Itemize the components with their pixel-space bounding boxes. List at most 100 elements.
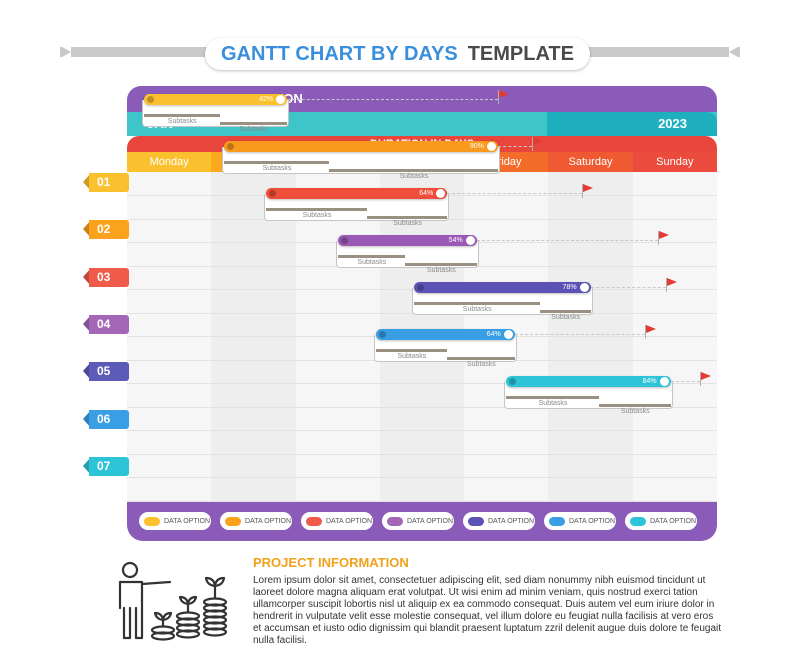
subtask-label: Subtasks <box>467 361 496 368</box>
subtask-label: Subtasks <box>302 212 332 219</box>
gantt-card: PROJECT INFORMATION JAN 2023 DURATION IN… <box>127 86 717 541</box>
task-bar-01[interactable]: 42% <box>143 94 288 105</box>
title-suffix: TEMPLATE <box>467 42 574 65</box>
task-start-dot <box>269 190 277 197</box>
subtask-label: Subtasks <box>426 267 456 274</box>
task-end-handle[interactable] <box>436 189 446 198</box>
subtask-bar[interactable] <box>540 310 591 313</box>
chart-title: GANTT CHART BY DAYS TEMPLATE <box>205 38 590 70</box>
legend-label: DATA OPTION <box>650 517 697 525</box>
legend-bar: DATA OPTION DATA OPTION DATA OPTION DATA OP… <box>127 502 717 541</box>
legend-item[interactable]: DATA OPTION <box>301 512 373 530</box>
task-progress: 84% <box>642 378 657 385</box>
legend-item[interactable]: DATA OPTION <box>625 512 697 530</box>
task-bar-06[interactable]: 64% <box>375 329 515 340</box>
subtask-label: Subtasks <box>167 118 197 125</box>
task-bar-05[interactable]: 78% <box>413 282 591 293</box>
grid-row-line <box>127 383 717 384</box>
task-bar-07[interactable]: 84% <box>506 376 671 387</box>
subtask-bar[interactable] <box>375 349 448 352</box>
task-end-handle[interactable] <box>659 377 669 386</box>
legend-swatch <box>468 516 484 526</box>
grid-row-line <box>127 430 717 431</box>
subtask-bar[interactable] <box>599 404 671 407</box>
grid-column <box>295 172 380 502</box>
grid-row-line <box>127 406 717 408</box>
grid-row-line <box>127 500 717 502</box>
flag-icon <box>666 278 678 292</box>
subtask-label: Subtasks <box>262 165 292 172</box>
row-tab-04: 04 <box>83 314 129 334</box>
task-start-dot <box>416 284 424 291</box>
task-bar-02[interactable]: 90% <box>223 141 498 152</box>
subtask-bar[interactable] <box>266 208 368 211</box>
row-tab-03: 03 <box>83 267 129 287</box>
task-start-dot <box>146 96 154 103</box>
task-end-handle[interactable] <box>486 142 496 151</box>
task-progress: 90% <box>469 143 484 150</box>
legend-swatch <box>387 516 403 526</box>
task-bar-03[interactable]: 64% <box>266 188 448 199</box>
subtask-bar[interactable] <box>413 302 540 305</box>
task-progress: 64% <box>486 331 501 338</box>
flag-icon <box>645 325 657 339</box>
subtask-bar[interactable] <box>405 263 477 266</box>
milestone-connector <box>670 381 701 382</box>
task-progress: 78% <box>562 284 577 291</box>
legend-item[interactable]: DATA OPTION <box>544 512 616 530</box>
task-end-handle[interactable] <box>276 95 286 104</box>
flag-icon <box>582 184 594 198</box>
legend-item[interactable]: DATA OPTION <box>220 512 292 530</box>
subtask-bar[interactable] <box>506 396 599 399</box>
task-end-handle[interactable] <box>579 283 589 292</box>
task-start-dot <box>509 378 517 385</box>
row-number: 06 <box>97 411 111 426</box>
legend-label: DATA OPTION <box>326 517 373 525</box>
legend-swatch <box>549 516 565 526</box>
legend-swatch <box>144 516 160 526</box>
legend-label: DATA OPTION <box>245 517 292 525</box>
row-number: 03 <box>97 269 111 284</box>
flag-icon <box>700 372 712 386</box>
milestone-connector <box>447 193 583 194</box>
subtask-bar[interactable] <box>447 357 515 360</box>
subtask-bar[interactable] <box>337 255 406 258</box>
grid-row-line <box>127 477 717 478</box>
milestone-connector <box>287 99 498 100</box>
row-tab-07: 07 <box>83 456 129 476</box>
row-number: 05 <box>97 364 111 379</box>
task-start-dot <box>378 331 386 338</box>
subtask-label: Subtasks <box>620 408 650 415</box>
task-progress: 54% <box>448 237 463 244</box>
legend-item[interactable]: DATA OPTION <box>139 512 211 530</box>
subtask-label: Subtasks <box>393 220 423 227</box>
subtask-bar[interactable] <box>223 161 330 164</box>
subtask-bar[interactable] <box>219 122 288 125</box>
gantt-grid: Subtasks Subtasks 42% Subtasks Subtasks 90% Su… <box>127 90 717 502</box>
subtask-bar[interactable] <box>329 169 498 172</box>
legend-item[interactable]: DATA OPTION <box>382 512 454 530</box>
legend-item[interactable]: DATA OPTION <box>463 512 535 530</box>
subtask-label: Subtasks <box>357 259 387 266</box>
grid-column <box>127 172 212 502</box>
milestone-connector <box>497 146 532 147</box>
legend-label: DATA OPTION <box>164 517 211 525</box>
subtask-label: Subtasks <box>239 126 269 133</box>
year-label: 2023 <box>658 116 687 131</box>
title-main: GANTT CHART BY DAYS <box>221 42 458 65</box>
milestone-connector <box>476 240 658 241</box>
subtask-label: Subtasks <box>397 353 427 360</box>
legend-swatch <box>630 516 646 526</box>
subtask-bar[interactable] <box>367 216 448 219</box>
task-start-dot <box>226 143 234 150</box>
subtask-bar[interactable] <box>143 114 220 117</box>
legend-label: DATA OPTION <box>488 517 535 525</box>
subtask-label: Subtasks <box>538 400 568 407</box>
day-header-sunday: Sunday <box>632 152 717 172</box>
task-bar-04[interactable]: 54% <box>337 235 477 246</box>
row-tab-06: 06 <box>83 409 129 429</box>
task-end-handle[interactable] <box>465 236 475 245</box>
day-header-monday: Monday <box>127 152 212 172</box>
task-end-handle[interactable] <box>503 330 513 339</box>
flag-icon <box>531 137 544 151</box>
